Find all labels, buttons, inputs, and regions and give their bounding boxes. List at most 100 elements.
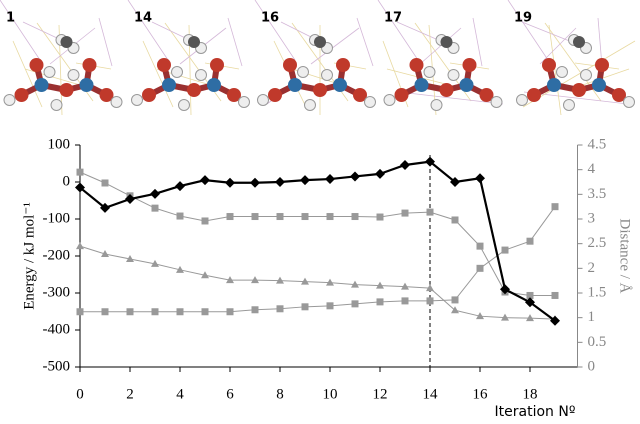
oxygen-atom [157, 58, 171, 72]
square-marker [252, 306, 259, 313]
metal-atom [547, 78, 561, 92]
square-marker [377, 298, 384, 305]
square-marker [202, 308, 209, 315]
hydrogen-atom [179, 100, 190, 111]
square-marker [102, 308, 109, 315]
x-tick-label: 16 [473, 386, 489, 402]
hydrogen-atom [491, 97, 502, 108]
y-tick-label: -400 [43, 321, 71, 337]
square-marker [277, 213, 284, 220]
carbon-atom [61, 36, 73, 48]
metal-atom [35, 78, 49, 92]
hydrogen-atom [365, 97, 376, 108]
panel-label: 14 [134, 11, 152, 26]
hydrogen-atom [298, 67, 309, 78]
x-tick-label: 6 [226, 386, 234, 402]
y2-tick-label: 3 [588, 210, 596, 226]
x-axis-label: Iteration Nº [495, 404, 576, 420]
square-marker [302, 213, 309, 220]
square-marker [352, 213, 359, 220]
hydrogen-atom [44, 67, 55, 78]
y-tick-label: 0 [63, 173, 71, 189]
hydrogen-atom [431, 100, 442, 111]
oxygen-atom [30, 58, 44, 72]
y-axis-label: Energy / kJ mol⁻¹ [21, 202, 37, 310]
hydrogen-atom [111, 97, 122, 108]
square-marker [77, 308, 84, 315]
oxygen-atom [83, 58, 97, 72]
y2-tick-label: 4 [588, 161, 596, 177]
square-marker [177, 213, 184, 220]
metal-atom [333, 78, 347, 92]
carbon-atom [573, 36, 585, 48]
carbon-atom [441, 36, 453, 48]
hydrogen-atom [448, 70, 459, 81]
oxygen-atom [268, 88, 282, 102]
square-marker [402, 297, 409, 304]
y-tick-label: -200 [43, 247, 71, 263]
hydrogen-atom [132, 95, 143, 106]
square-marker [227, 213, 234, 220]
oxygen-atom [395, 88, 409, 102]
square-marker [327, 213, 334, 220]
hydrogen-atom [68, 70, 79, 81]
y-tick-label: -100 [43, 210, 71, 226]
hydrogen-atom [51, 100, 62, 111]
square-marker [127, 308, 134, 315]
hydrogen-atom [4, 95, 15, 106]
oxygen-atom [527, 88, 541, 102]
hydrogen-atom [196, 70, 207, 81]
hydrogen-atom [258, 95, 269, 106]
hydrogen-atom [624, 97, 635, 108]
square-marker [377, 214, 384, 221]
square-marker [552, 203, 559, 210]
hydrogen-atom [305, 100, 316, 111]
oxygen-atom [210, 58, 224, 72]
y2-tick-label: 0 [588, 358, 596, 374]
y-tick-label: -300 [43, 284, 71, 300]
square-marker [552, 292, 559, 299]
x-tick-label: 4 [176, 386, 184, 402]
panel-label: 16 [261, 11, 279, 26]
hydrogen-atom [239, 97, 250, 108]
square-marker [152, 308, 159, 315]
metal-atom [162, 78, 176, 92]
metal-atom [80, 78, 94, 92]
square-marker [252, 213, 259, 220]
oxygen-atom [463, 58, 477, 72]
square-marker [227, 308, 234, 315]
metal-atom [460, 78, 474, 92]
square-marker [152, 205, 159, 212]
x-tick-label: 18 [523, 386, 538, 402]
metal-atom [207, 78, 221, 92]
carbon-atom [314, 36, 326, 48]
chart: 114161719 Energy / kJ mol⁻¹ Distance / Å… [0, 0, 640, 424]
hydrogen-atom [557, 67, 568, 78]
hydrogen-atom [172, 67, 183, 78]
x-tick-label: 0 [76, 386, 84, 402]
oxygen-atom [60, 83, 74, 97]
square-marker [452, 296, 459, 303]
oxygen-atom [595, 58, 609, 72]
square-marker [477, 265, 484, 272]
square-marker [77, 169, 84, 176]
y-tick-label: -500 [43, 358, 71, 374]
hydrogen-atom [424, 67, 435, 78]
square-marker [277, 305, 284, 312]
square-marker [327, 302, 334, 309]
x-tick-label: 2 [126, 386, 134, 402]
y2-tick-label: 1.5 [588, 284, 607, 300]
oxygen-atom [15, 88, 29, 102]
y2-tick-label: 2.5 [588, 235, 607, 251]
oxygen-atom [283, 58, 297, 72]
oxygen-atom [336, 58, 350, 72]
square-marker [427, 209, 434, 216]
oxygen-atom [313, 83, 327, 97]
y2-axis-label: Distance / Å [617, 219, 633, 294]
hydrogen-atom [564, 100, 575, 111]
oxygen-atom [187, 83, 201, 97]
panel-label: 17 [384, 11, 402, 26]
panel-label: 1 [6, 11, 15, 26]
y2-tick-label: 4.5 [588, 136, 607, 152]
